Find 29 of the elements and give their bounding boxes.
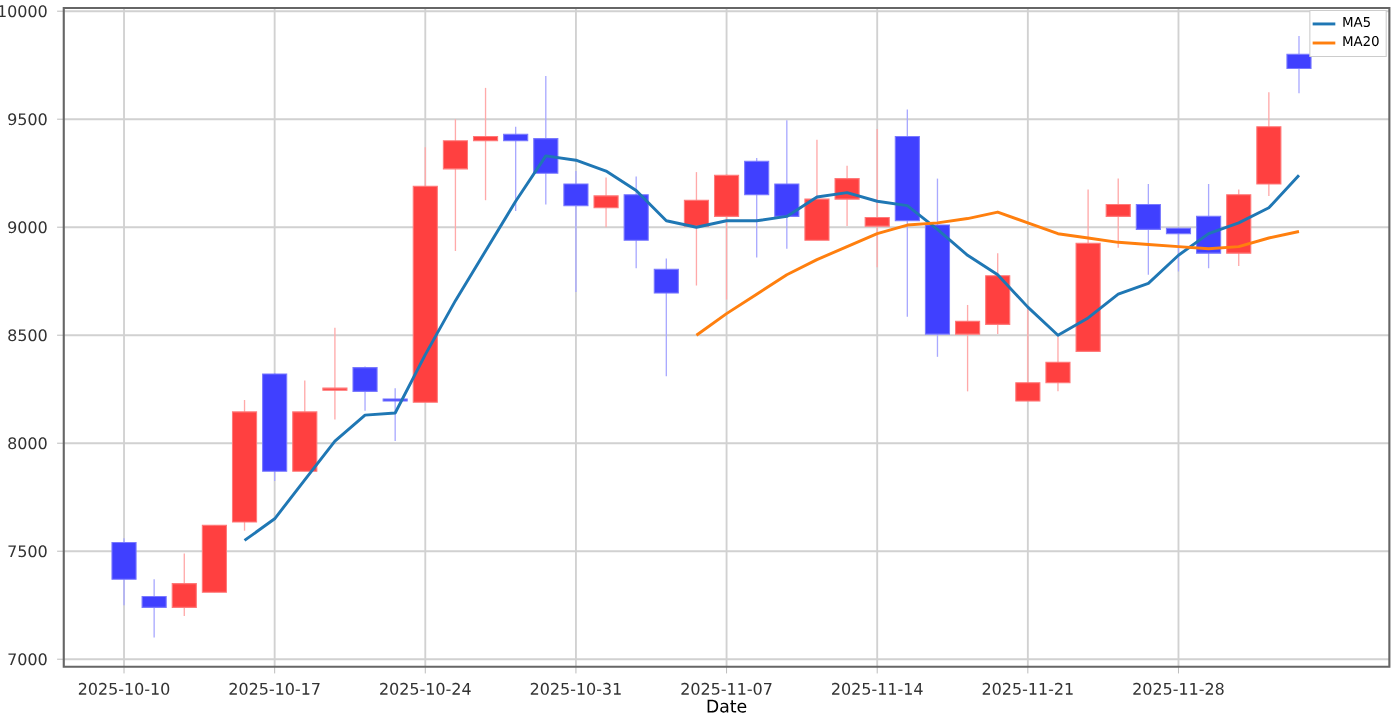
candlestick <box>472 86 499 201</box>
candlestick <box>533 75 559 205</box>
candlestick <box>774 119 800 250</box>
candlestick <box>744 157 770 258</box>
candlestick <box>1165 226 1192 272</box>
candlestick <box>563 170 589 293</box>
candlestick <box>382 387 408 442</box>
candlestick <box>713 173 740 300</box>
candlestick <box>1135 183 1161 276</box>
candlestick <box>1105 177 1131 249</box>
candlestick <box>1045 335 1071 392</box>
candlestick <box>683 171 710 286</box>
candlestick <box>593 176 619 228</box>
candlestick <box>653 257 679 377</box>
candlestick <box>442 118 469 252</box>
candlestick <box>171 552 197 617</box>
candlestick <box>1015 304 1041 402</box>
candlestick <box>322 326 348 420</box>
candlestick <box>352 365 378 412</box>
candlestick <box>503 125 529 212</box>
line-series <box>694 210 1301 337</box>
candlestick <box>955 304 981 392</box>
candlestick <box>111 537 137 606</box>
candlestick <box>864 127 890 268</box>
x-axis-title: Date <box>707 699 747 713</box>
candlestick <box>804 138 830 241</box>
candlestick <box>1286 35 1312 94</box>
candlestick <box>623 175 649 269</box>
candlestick <box>141 578 167 638</box>
